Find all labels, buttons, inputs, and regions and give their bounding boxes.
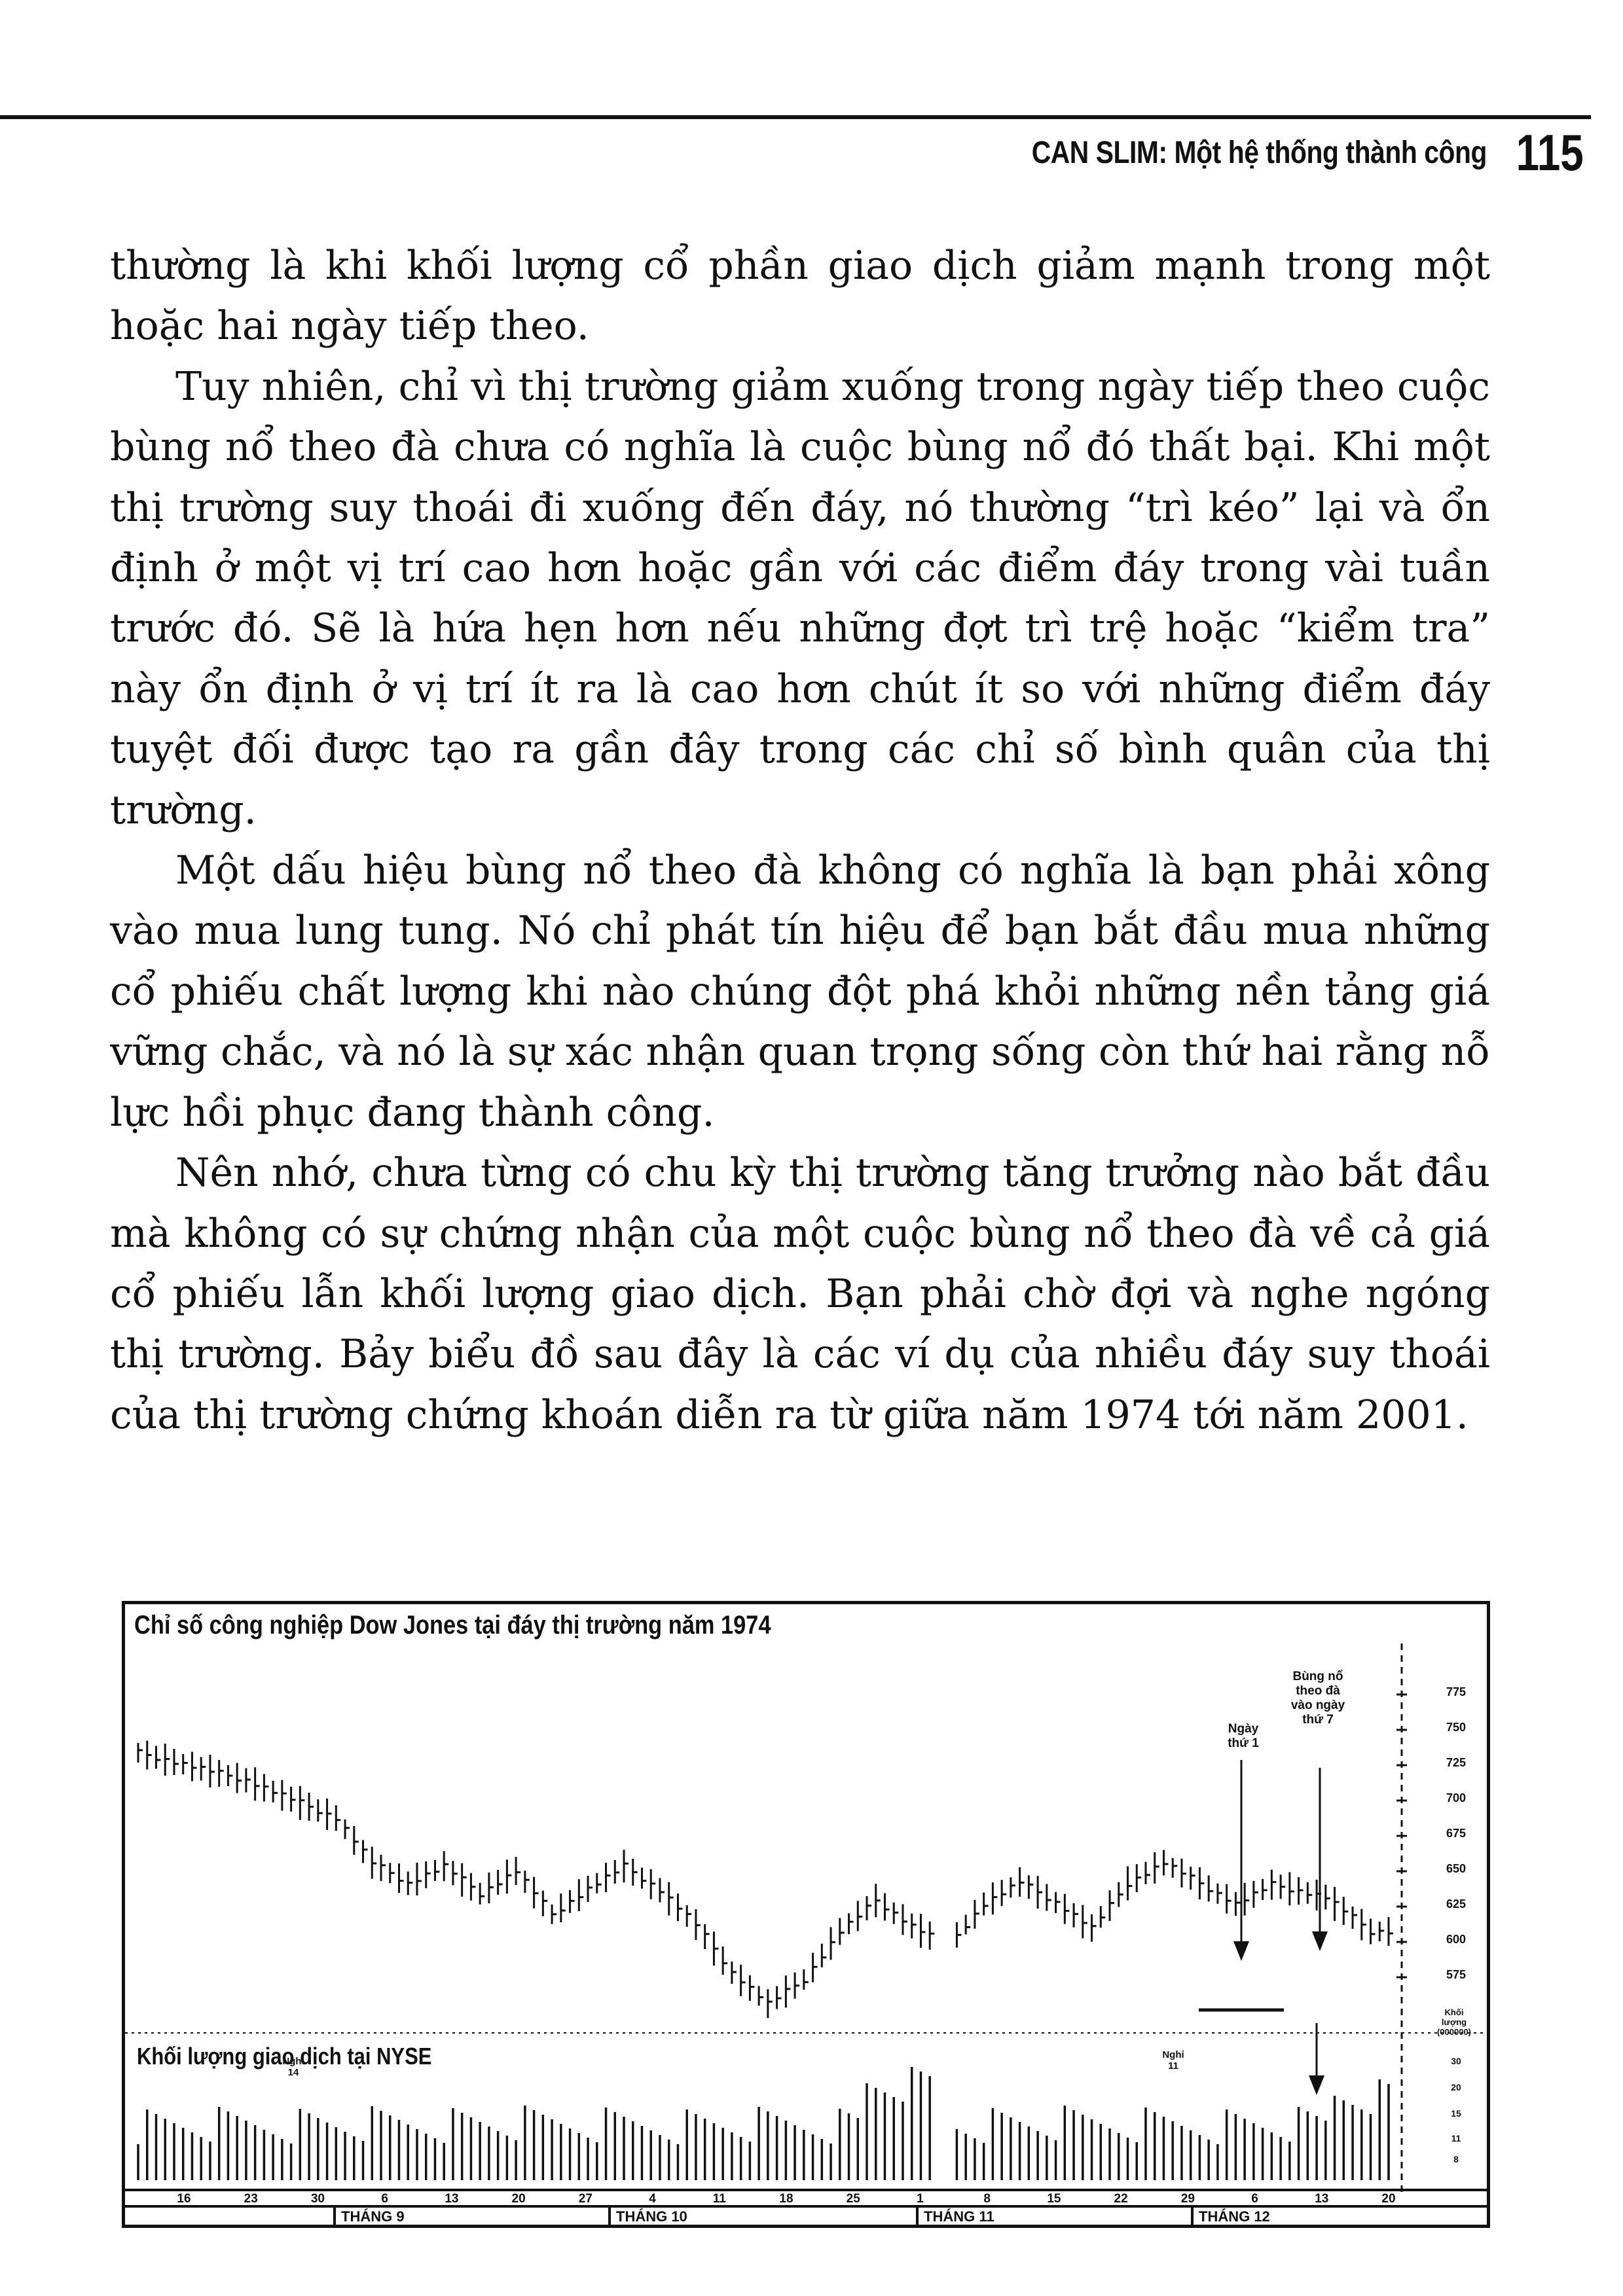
paragraph: Nên nhớ, chưa từng có chu kỳ thị trường … [110, 1150, 1490, 1438]
running-header: CAN SLIM: Một hệ thống thành công 115 [951, 117, 1584, 188]
volume-tick-label: 20 [1451, 2082, 1461, 2092]
holiday-annotation: Nghỉ 14 [282, 2056, 304, 2078]
paragraph: Tuy nhiên, chỉ vì thị trường giảm xuống … [110, 363, 1490, 833]
date-tick-label: 27 [579, 2192, 593, 2206]
date-tick-label: 25 [847, 2192, 861, 2206]
date-tick-label: 20 [512, 2192, 526, 2206]
day1-annotation: Ngày thứ 1 [1228, 1722, 1259, 1750]
volume-tick-label: 8 [1453, 2154, 1459, 2164]
volume-tick-label: 30 [1451, 2056, 1461, 2066]
date-tick-label: 15 [1047, 2192, 1061, 2206]
price-tick-label: 675 [1446, 1827, 1467, 1840]
month-label: THÁNG 11 [916, 2208, 994, 2225]
date-tick-label: 29 [1181, 2192, 1195, 2206]
date-tick-label: 20 [1381, 2192, 1395, 2206]
price-tick-label: 700 [1446, 1791, 1467, 1804]
paragraph: thường là khi khối lượng cổ phần giao dị… [110, 243, 1490, 350]
date-tick-label: 30 [311, 2192, 325, 2206]
date-tick-label: 13 [445, 2192, 458, 2206]
date-tick-label: 22 [1114, 2192, 1128, 2206]
body-text: thường là khi khối lượng cổ phần giao dị… [110, 236, 1490, 1445]
volume-units-label: Khối lượng (000000) [1436, 2007, 1472, 2037]
price-tick-label: 725 [1446, 1756, 1467, 1769]
date-tick-label: 18 [779, 2192, 793, 2206]
date-tick-label: 4 [649, 2192, 656, 2206]
price-tick-label: 750 [1446, 1721, 1467, 1734]
volume-tick-label: 11 [1451, 2133, 1461, 2144]
date-tick-label: 13 [1315, 2192, 1328, 2206]
price-tick-label: 625 [1446, 1897, 1467, 1910]
dow-jones-chart-figure: 16 23 30 6 13 20 27 4 11 18 25 1 8 15 22 29 6 13 20 Chỉ số… [122, 1601, 1490, 2228]
follow-through-annotation: Bùng nổ theo đà vào ngày thứ 7 [1290, 1670, 1345, 1727]
day1-arrowhead [1233, 1941, 1249, 1961]
volume-panel-label: Khối lượng giao dịch tại NYSE [137, 2043, 432, 2070]
date-tick-label: 8 [983, 2192, 991, 2206]
date-tick-label: 23 [244, 2192, 258, 2206]
volume-arrowhead [1309, 2075, 1324, 2095]
date-tick-label: 11 [713, 2192, 727, 2206]
price-tick-label: 775 [1446, 1685, 1467, 1698]
price-tick-label: 600 [1446, 1933, 1467, 1946]
chart-graphics: 16 23 30 6 13 20 27 4 11 18 25 1 8 15 22 29 6 13 20 [125, 1643, 1487, 2208]
paragraph: Một dấu hiệu bùng nổ theo đà không có ng… [110, 848, 1490, 1136]
volume-tick-label: 15 [1451, 2108, 1461, 2119]
ftd-arrowhead [1312, 1931, 1328, 1951]
date-tick-label: 1 [917, 2192, 924, 2206]
month-label: THÁNG 12 [1191, 2208, 1270, 2225]
holiday-annotation: Nghỉ 11 [1162, 2049, 1184, 2072]
running-title: CAN SLIM: Một hệ thống thành công [1031, 135, 1487, 170]
month-label: THÁNG 9 [333, 2208, 405, 2225]
date-tick-label: 6 [381, 2192, 388, 2206]
price-tick-label: 575 [1446, 1968, 1467, 1981]
date-tick-label: 6 [1251, 2192, 1258, 2206]
figure-title: Chỉ số công nghiệp Dow Jones tại đáy thị… [134, 1611, 771, 1640]
date-tick-label: 16 [177, 2192, 191, 2206]
month-label: THÁNG 10 [608, 2208, 687, 2225]
header-rule [0, 115, 1591, 119]
price-tick-label: 650 [1446, 1862, 1467, 1875]
page-number: 115 [1516, 123, 1584, 181]
